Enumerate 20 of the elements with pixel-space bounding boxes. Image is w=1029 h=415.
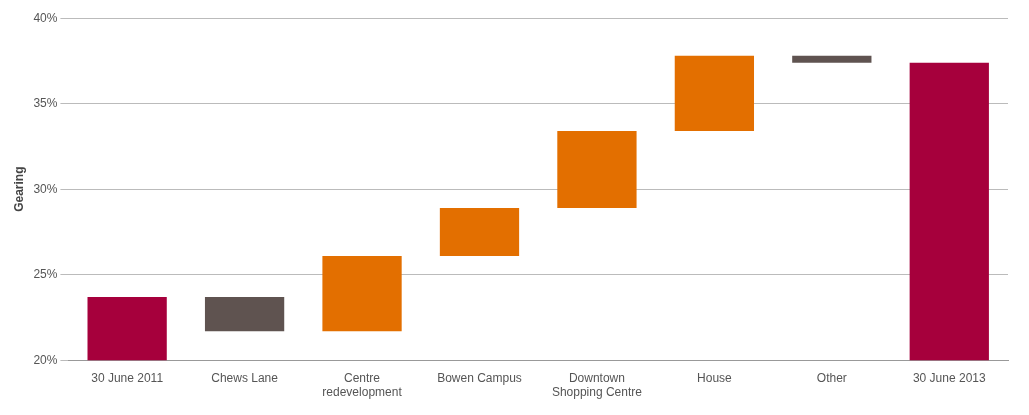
- x-tick-label: Centre redevelopment: [322, 370, 403, 400]
- y-axis-title: Gearing: [11, 166, 26, 212]
- x-tick-label: House: [697, 370, 733, 385]
- y-tick-label: 35%: [33, 96, 58, 111]
- bar: [674, 55, 755, 132]
- y-tick-label: 20%: [33, 352, 58, 367]
- y-tick-label: 40%: [33, 10, 58, 25]
- x-tick-label: 30 June 2013: [912, 370, 986, 385]
- bar: [204, 296, 285, 332]
- x-tick-label: Bowen Campus: [437, 370, 522, 385]
- y-tick-label: 30%: [33, 181, 58, 196]
- x-tick-label: Downtown Shopping Centre: [551, 370, 643, 400]
- bar: [439, 208, 520, 256]
- x-tick-label: Chews Lane: [211, 370, 279, 385]
- bar: [557, 131, 637, 209]
- x-tick-label: Other: [816, 370, 847, 385]
- bar: [792, 55, 872, 63]
- bar: [322, 255, 402, 332]
- y-tick-label: 25%: [33, 267, 58, 282]
- x-tick-label: 30 June 2011: [91, 370, 164, 385]
